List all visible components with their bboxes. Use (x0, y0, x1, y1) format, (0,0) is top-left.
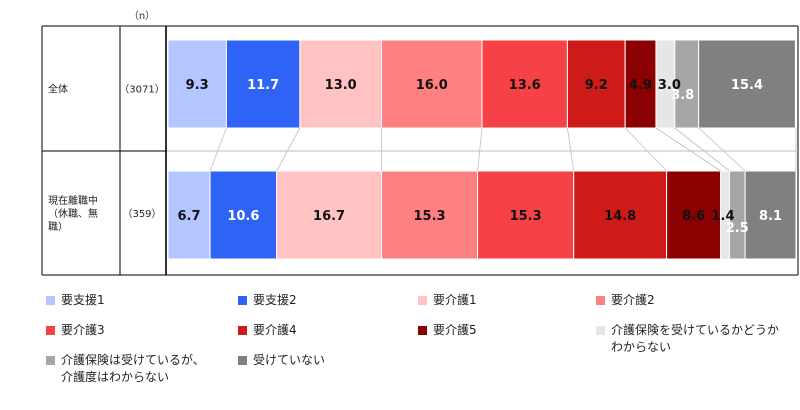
legend-swatch (596, 296, 605, 305)
legend-swatch (238, 326, 247, 335)
legend-swatch (46, 296, 55, 305)
legend-swatch (46, 326, 55, 335)
legend-swatch (46, 356, 55, 365)
bar-value-label: 13.6 (509, 78, 541, 93)
bar-value-label: 16.0 (416, 78, 448, 93)
series-connector-line (655, 127, 721, 172)
legend-label: 要介護5 (433, 323, 477, 337)
legend-item: 要支援1 (46, 292, 105, 309)
category-label: 全体 (48, 83, 68, 96)
category-n-value: （359） (122, 208, 161, 220)
category-label: 現在離職中（休職、無職） (48, 194, 98, 233)
bar-segment (167, 39, 227, 129)
legend-label: 要介護3 (61, 323, 105, 337)
legend-item: 要介護3 (46, 322, 105, 339)
bar-segment (566, 39, 626, 129)
bar-value-label: 15.4 (731, 78, 763, 93)
series-connector-line (567, 127, 575, 172)
bar-value-label: 16.7 (313, 209, 345, 224)
bar-segment (477, 170, 575, 260)
legend-label: 要支援1 (61, 293, 105, 307)
legend-swatch (238, 356, 247, 365)
series-connector-line (698, 127, 746, 172)
bar-segment (276, 170, 383, 260)
bar-segment (744, 170, 797, 260)
legend-item: 要支援2 (238, 292, 297, 309)
bar-value-label: 6.7 (178, 209, 201, 224)
bar-value-label: 2.5 (726, 221, 749, 236)
legend-swatch (418, 296, 427, 305)
series-connector-line (477, 127, 483, 172)
series-connector-line (209, 127, 227, 172)
series-connector-line (674, 127, 730, 172)
legend-item: 介護保険を受けているかどうか わからない (596, 322, 779, 356)
bar-segment (624, 39, 657, 129)
bar-segment (666, 170, 722, 260)
bar-segment (698, 39, 796, 129)
legend-swatch (596, 326, 605, 335)
bar-value-label: 3.0 (658, 78, 681, 93)
legend: 要支援1 要支援2 要介護1 要介護2 要介護3 要介護4 要介護5 介護保険を受けているかど… (0, 284, 800, 404)
bar-value-label: 15.3 (510, 209, 542, 224)
bar-value-label: 4.9 (629, 78, 652, 93)
legend-item: 要介護2 (596, 292, 655, 309)
legend-label: 要介護1 (433, 293, 477, 307)
bar-segment (381, 170, 479, 260)
category-n-value: （3071） (119, 84, 164, 96)
legend-item: 要介護4 (238, 322, 297, 339)
legend-item: 受けていない (238, 352, 325, 369)
bar-value-label: 8.1 (759, 209, 782, 224)
legend-label: 介護保険を受けているかどうか わからない (611, 323, 780, 354)
n-header: （n） (129, 10, 155, 22)
legend-swatch (238, 296, 247, 305)
bar-value-label: 13.0 (325, 78, 357, 93)
legend-label: 要介護2 (611, 293, 655, 307)
bar-value-label: 9.3 (186, 78, 209, 93)
bar-segment (573, 170, 668, 260)
legend-label: 要支援2 (253, 293, 297, 307)
bar-value-label: 15.3 (414, 209, 446, 224)
legend-item: 介護保険は受けているが、 介護度はわからない (46, 352, 205, 386)
series-connector-line (276, 127, 301, 172)
bar-value-label: 1.4 (712, 209, 735, 224)
legend-label: 介護保険は受けているが、 介護度はわからない (61, 353, 205, 384)
bar-value-label: 8.6 (682, 209, 705, 224)
bar-value-label: 9.2 (585, 78, 608, 93)
legend-item: 要介護1 (418, 292, 477, 309)
legend-swatch (418, 326, 427, 335)
bar-segment (209, 170, 278, 260)
bar-value-label: 14.8 (604, 209, 636, 224)
legend-label: 要介護4 (253, 323, 297, 337)
bar-value-label: 3.8 (671, 88, 694, 103)
legend-item: 要介護5 (418, 322, 477, 339)
bar-value-label: 11.7 (247, 78, 279, 93)
bar-value-label: 10.6 (227, 209, 259, 224)
series-connector-line (624, 127, 667, 172)
bar-segment (225, 39, 301, 129)
legend-label: 受けていない (253, 353, 326, 367)
stacked-bar-chart: （n） 全体 （3071） 現在離職中（休職、無職） （359） 9.3 11.7 13.0 1… (41, 10, 799, 276)
